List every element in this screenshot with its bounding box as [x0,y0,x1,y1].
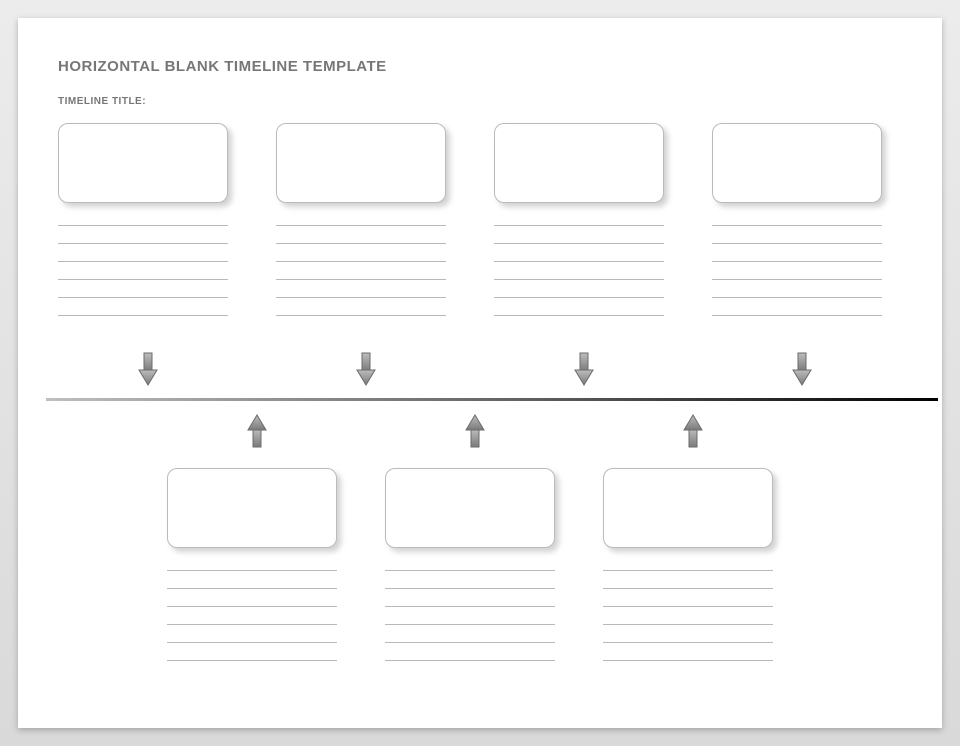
arrow-up-icon [683,414,703,448]
arrow-up-icon [247,414,267,448]
timeline-card[interactable] [276,123,446,203]
writing-lines [712,225,882,316]
page-heading: HORIZONTAL BLANK TIMELINE TEMPLATE [58,58,387,75]
writing-lines [603,570,773,661]
timeline-card[interactable] [494,123,664,203]
arrow-down-icon [792,352,812,386]
page: HORIZONTAL BLANK TIMELINE TEMPLATE TIMEL… [18,18,942,728]
writing-lines [494,225,664,316]
stage: HORIZONTAL BLANK TIMELINE TEMPLATE TIMEL… [0,0,960,746]
timeline-title-label: TIMELINE TITLE: [58,96,146,107]
arrow-up-icon [465,414,485,448]
writing-lines [58,225,228,316]
timeline-card[interactable] [712,123,882,203]
timeline-card[interactable] [167,468,337,548]
arrow-down-icon [574,352,594,386]
arrow-down-icon [356,352,376,386]
writing-lines [385,570,555,661]
timeline-card[interactable] [603,468,773,548]
writing-lines [276,225,446,316]
arrow-down-icon [138,352,158,386]
timeline-card[interactable] [385,468,555,548]
writing-lines [167,570,337,661]
timeline-card[interactable] [58,123,228,203]
timeline-axis [46,398,938,401]
